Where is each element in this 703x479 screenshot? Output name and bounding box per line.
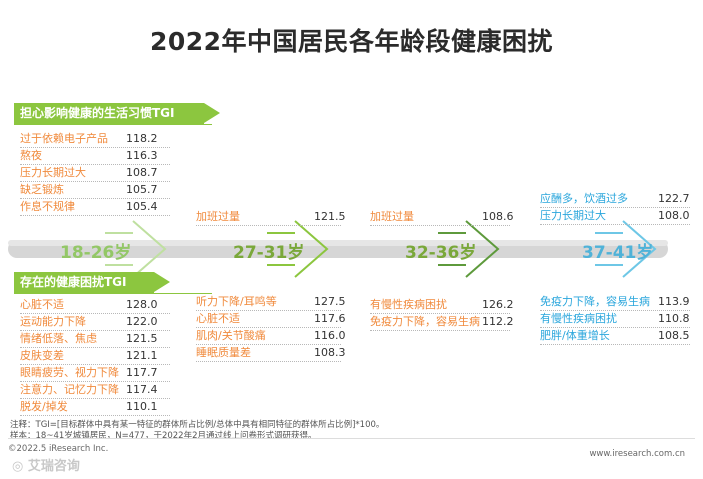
tgi-row: 睡眠质量差 108.3	[196, 344, 346, 362]
tgi-row: 有慢性疾病困扰 110.8	[540, 310, 690, 328]
tgi-row-value: 122.0	[126, 315, 158, 328]
timeline-chevron	[465, 220, 500, 278]
age-group-label: 32-36岁	[405, 243, 477, 263]
tgi-row-label: 肥胖/体重增长	[540, 329, 610, 342]
tgi-row: 肌肉/关节酸痛 116.0	[196, 327, 346, 345]
tgi-row-label: 缺乏锻炼	[20, 183, 64, 196]
tgi-row-value: 108.7	[126, 166, 158, 179]
tgi-row-label: 免疫力下降，容易生病	[540, 295, 650, 308]
tgi-row-label: 眼睛疲劳、视力下降	[20, 366, 119, 379]
tgi-row: 注意力、记忆力下降 117.4	[20, 381, 170, 399]
timeline-chevron	[622, 220, 657, 278]
tgi-row-label: 作息不规律	[20, 200, 75, 213]
age-group-label: 18-26岁	[60, 243, 132, 263]
tgi-row-value: 105.7	[126, 183, 158, 196]
tgi-row-value: 108.3	[314, 346, 346, 359]
tgi-row-value: 116.0	[314, 329, 346, 342]
tgi-row: 脱发/掉发 110.1	[20, 398, 170, 416]
tgi-row-value: 128.0	[126, 298, 158, 311]
footer-url: www.iresearch.com.cn	[589, 449, 685, 459]
tgi-row-label: 压力长期过大	[20, 166, 86, 179]
tgi-row-label: 压力长期过大	[540, 209, 606, 222]
tgi-row-label: 加班过量	[196, 210, 240, 223]
timeline-chevron	[132, 220, 167, 278]
tgi-row: 情绪低落、焦虑 121.5	[20, 330, 170, 348]
tgi-row-value: 121.5	[314, 210, 346, 223]
tgi-row-label: 应酬多，饮酒过多	[540, 192, 628, 205]
tgi-row: 免疫力下降，容易生病 112.2	[370, 313, 514, 331]
tgi-row-value: 108.5	[658, 329, 690, 342]
tgi-row: 皮肤变差 121.1	[20, 347, 170, 365]
tgi-row: 压力长期过大 108.7	[20, 164, 170, 182]
tgi-row-label: 肌肉/关节酸痛	[196, 329, 266, 342]
tgi-row-label: 注意力、记忆力下降	[20, 383, 119, 396]
tgi-row-value: 105.4	[126, 200, 158, 213]
tgi-row: 肥胖/体重增长 108.5	[540, 327, 690, 345]
note-sample: 样本：18~41岁城镇居民，N=477，于2022年2月通过线上问卷形式调研获得…	[10, 431, 317, 441]
tgi-row-value: 116.3	[126, 149, 158, 162]
tgi-row: 听力下降/耳鸣等 127.5	[196, 293, 346, 311]
tgi-row: 熬夜 116.3	[20, 147, 170, 165]
tgi-row-value: 117.7	[126, 366, 158, 379]
tgi-row-value: 108.6	[482, 210, 514, 223]
tgi-row: 加班过量 121.5	[196, 208, 346, 226]
tgi-row-value: 121.1	[126, 349, 158, 362]
age-group-label: 27-31岁	[233, 243, 305, 263]
tgi-row: 应酬多，饮酒过多 122.7	[540, 190, 690, 208]
tgi-row: 加班过量 108.6	[370, 208, 514, 226]
footer-divider	[8, 438, 695, 439]
tgi-row-value: 113.9	[658, 295, 690, 308]
tgi-row: 作息不规律 105.4	[20, 198, 170, 216]
tgi-row-label: 脱发/掉发	[20, 400, 68, 413]
age-group-label: 37-41岁	[582, 243, 654, 263]
tgi-row: 有慢性疾病困扰 126.2	[370, 296, 514, 314]
tgi-row-label: 加班过量	[370, 210, 414, 223]
tgi-row-value: 108.0	[658, 209, 690, 222]
tgi-row-value: 117.4	[126, 383, 158, 396]
tgi-row-label: 有慢性疾病困扰	[370, 298, 447, 311]
tgi-row-label: 睡眠质量差	[196, 346, 251, 359]
tgi-row: 心脏不适 117.6	[196, 310, 346, 328]
tgi-row-value: 112.2	[482, 315, 514, 328]
tgi-row-label: 有慢性疾病困扰	[540, 312, 617, 325]
section-banner-troubles: 存在的健康困扰TGI	[14, 272, 212, 294]
tgi-row-value: 122.7	[658, 192, 690, 205]
tgi-row-label: 心脏不适	[20, 298, 64, 311]
tgi-row-value: 117.6	[314, 312, 346, 325]
tgi-row-label: 过于依赖电子产品	[20, 132, 108, 145]
tgi-row-value: 110.1	[126, 400, 158, 413]
timeline-chevron	[294, 220, 329, 278]
copyright: ©2022.5 iResearch Inc.	[8, 444, 109, 454]
tgi-row-label: 免疫力下降，容易生病	[370, 315, 480, 328]
tgi-row-value: 126.2	[482, 298, 514, 311]
tgi-row-value: 110.8	[658, 312, 690, 325]
tgi-row: 缺乏锻炼 105.7	[20, 181, 170, 199]
tgi-row-value: 127.5	[314, 295, 346, 308]
tgi-row-value: 121.5	[126, 332, 158, 345]
tgi-row: 过于依赖电子产品 118.2	[20, 130, 170, 148]
tgi-row: 运动能力下降 122.0	[20, 313, 170, 331]
tgi-row-label: 熬夜	[20, 149, 42, 162]
tgi-row: 压力长期过大 108.0	[540, 207, 690, 225]
note-tgi: 注释：TGI=[目标群体中具有某一特征的群体所占比例/总体中具有相同特征的群体所…	[10, 420, 385, 430]
tgi-row-label: 运动能力下降	[20, 315, 86, 328]
tgi-row-label: 情绪低落、焦虑	[20, 332, 97, 345]
page-title: 2022年中国居民各年龄段健康困扰	[149, 27, 554, 56]
tgi-row: 免疫力下降，容易生病 113.9	[540, 293, 690, 311]
tgi-row-label: 听力下降/耳鸣等	[196, 295, 277, 308]
tgi-row: 眼睛疲劳、视力下降 117.7	[20, 364, 170, 382]
tgi-row-label: 心脏不适	[196, 312, 240, 325]
timeline-band-highlight	[8, 240, 668, 246]
tgi-row-value: 118.2	[126, 132, 158, 145]
tgi-row-label: 皮肤变差	[20, 349, 64, 362]
watermark-logo: ◎ 艾瑞咨询	[12, 459, 80, 474]
tgi-row: 心脏不适 128.0	[20, 296, 170, 314]
section-banner-habits: 担心影响健康的生活习惯TGI	[14, 103, 220, 125]
